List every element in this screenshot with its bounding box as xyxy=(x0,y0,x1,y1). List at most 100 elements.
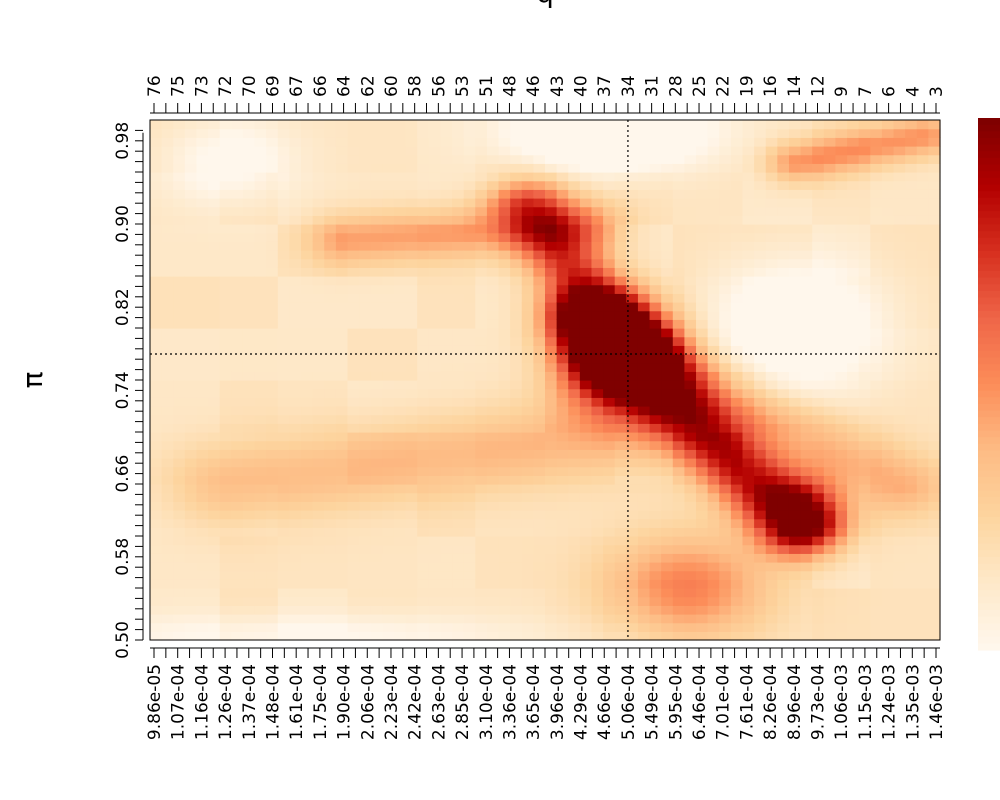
heatmap-cell xyxy=(440,423,453,433)
heatmap-cell xyxy=(765,380,778,390)
heatmap-cell xyxy=(637,276,651,286)
heatmap-cell xyxy=(277,276,291,286)
heatmap-cell xyxy=(231,527,244,537)
heatmap-cell xyxy=(545,588,558,598)
heatmap-cell xyxy=(475,536,488,546)
heatmap-cell xyxy=(498,120,511,130)
heatmap-cell xyxy=(742,605,755,615)
heatmap-cell xyxy=(614,414,627,424)
heatmap-cell xyxy=(823,137,837,147)
heatmap-cell xyxy=(173,449,186,459)
heatmap-cell xyxy=(359,449,372,459)
y-axis-title: π xyxy=(16,371,49,388)
heatmap-cell xyxy=(568,466,581,476)
heatmap-cell xyxy=(173,258,186,268)
heatmap-cell xyxy=(672,458,686,468)
heatmap-cell xyxy=(498,215,511,225)
heatmap-cell xyxy=(870,458,883,468)
heatmap-cell xyxy=(672,492,686,502)
heatmap-cell xyxy=(475,501,488,511)
heatmap-cell xyxy=(858,137,871,147)
heatmap-cell xyxy=(916,501,929,511)
heatmap-cell xyxy=(847,588,860,598)
heatmap-cell xyxy=(301,562,314,572)
heatmap-cell xyxy=(242,536,256,546)
heatmap-cell xyxy=(777,120,790,130)
heatmap-cell xyxy=(672,120,686,130)
heatmap-cell xyxy=(893,458,906,468)
heatmap-cell xyxy=(835,354,848,364)
heatmap-cell xyxy=(417,579,430,589)
heatmap-cell xyxy=(266,284,279,294)
heatmap-cell xyxy=(672,449,686,459)
heatmap-cell xyxy=(684,622,697,632)
heatmap-cell xyxy=(556,406,569,416)
heatmap-cell xyxy=(754,293,767,303)
heatmap-cell xyxy=(765,388,778,398)
heatmap-cell xyxy=(324,432,337,442)
heatmap-cell xyxy=(347,371,360,381)
heatmap-cell xyxy=(684,310,697,320)
heatmap-cell xyxy=(173,501,186,511)
heatmap-cell xyxy=(626,328,639,338)
heatmap-cell xyxy=(812,475,825,485)
heatmap-cell xyxy=(242,276,256,286)
heatmap-cell xyxy=(301,267,314,277)
x-bottom-tick-label: 1.06e-03 xyxy=(832,664,852,740)
heatmap-cell xyxy=(463,137,476,147)
heatmap-cell xyxy=(719,284,732,294)
heatmap-cell xyxy=(858,570,871,580)
heatmap-cell xyxy=(788,180,802,190)
heatmap-cell xyxy=(277,258,291,268)
heatmap-cell xyxy=(603,128,616,138)
heatmap-cell xyxy=(405,553,418,563)
heatmap-cell xyxy=(916,492,929,502)
heatmap-cell xyxy=(672,388,686,398)
heatmap-cell xyxy=(231,380,244,390)
heatmap-cell xyxy=(870,414,883,424)
heatmap-cell xyxy=(730,423,744,433)
heatmap-cell xyxy=(289,293,302,303)
heatmap-cell xyxy=(301,336,314,346)
heatmap-cell xyxy=(301,163,314,173)
heatmap-cell xyxy=(417,172,430,182)
heatmap-cell xyxy=(881,570,895,580)
heatmap-cell xyxy=(707,588,720,598)
heatmap-cell xyxy=(324,397,337,407)
heatmap-cell xyxy=(684,154,697,164)
heatmap-cell xyxy=(835,596,848,606)
heatmap-cell xyxy=(661,284,674,294)
heatmap-cell xyxy=(614,406,627,416)
heatmap-cell xyxy=(893,492,906,502)
heatmap-cell xyxy=(452,224,465,234)
heatmap-cell xyxy=(184,328,198,338)
heatmap-cell xyxy=(335,345,349,355)
heatmap-cell xyxy=(533,458,546,468)
heatmap-cell xyxy=(765,250,778,260)
heatmap-cell xyxy=(521,371,534,381)
heatmap-cell xyxy=(382,232,395,242)
heatmap-cell xyxy=(428,189,442,199)
heatmap-cell xyxy=(393,388,407,398)
heatmap-cell xyxy=(428,241,442,251)
heatmap-cell xyxy=(788,605,802,615)
heatmap-cell xyxy=(835,284,848,294)
heatmap-cell xyxy=(637,328,651,338)
heatmap-cell xyxy=(905,614,918,624)
heatmap-cell xyxy=(417,518,430,528)
heatmap-cell xyxy=(800,180,813,190)
heatmap-cell xyxy=(545,544,558,554)
heatmap-cell xyxy=(486,562,500,572)
heatmap-cell xyxy=(150,310,163,320)
heatmap-cell xyxy=(835,501,848,511)
heatmap-cell xyxy=(173,527,186,537)
heatmap-cell xyxy=(626,536,639,546)
heatmap-cell xyxy=(324,527,337,537)
heatmap-cell xyxy=(463,224,476,234)
heatmap-cell xyxy=(382,276,395,286)
heatmap-cell xyxy=(858,397,871,407)
heatmap-cell xyxy=(568,527,581,537)
heatmap-cell xyxy=(893,553,906,563)
heatmap-cell xyxy=(533,232,546,242)
heatmap-cell xyxy=(591,536,604,546)
